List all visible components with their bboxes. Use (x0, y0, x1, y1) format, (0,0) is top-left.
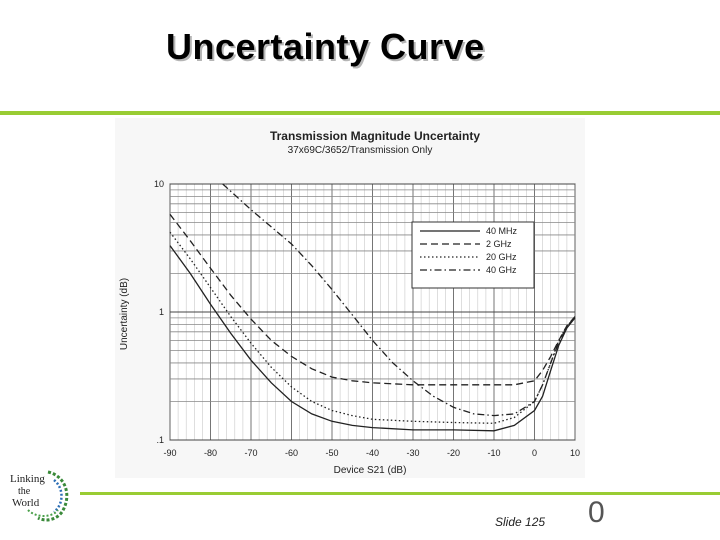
logo-globe-icon (27, 470, 69, 522)
legend-label: 2 GHz (486, 239, 512, 249)
x-tick-label: -90 (163, 448, 176, 458)
x-tick-label: -80 (204, 448, 217, 458)
chart-legend: 40 MHz 2 GHz 20 GHz 40 GHz (411, 221, 535, 289)
legend-box (411, 221, 535, 289)
logo-text-line-2: the (18, 486, 31, 497)
x-tick-label: -30 (406, 448, 419, 458)
chart-subtitle: 37x69C/3652/Transmission Only (288, 145, 433, 156)
uncertainty-chart: Transmission Magnitude Uncertainty 37x69… (115, 118, 585, 478)
x-tick-label: -40 (366, 448, 379, 458)
x-tick-label: -20 (447, 448, 460, 458)
series-layer (169, 183, 576, 432)
series-line-3 (169, 231, 576, 424)
slide-title-text: Uncertainty Curve (166, 26, 485, 67)
x-tick-label: -60 (285, 448, 298, 458)
x-tick-label: 0 (532, 448, 537, 458)
legend-label: 40 GHz (486, 265, 517, 275)
title-divider (0, 111, 720, 115)
y-tick-label: 10 (154, 179, 164, 189)
chart-svg: Transmission Magnitude Uncertainty 37x69… (119, 129, 580, 476)
series-line-4 (222, 183, 576, 417)
page-number: 0 (588, 496, 605, 529)
tick-layer: -90 -80 -70 -60 -50 -40 -30 -20 -10 0 10 .1 1 10 (154, 179, 580, 458)
linking-the-world-logo: Linking the World (8, 466, 74, 524)
x-tick-label: -70 (244, 448, 257, 458)
x-tick-label: -10 (487, 448, 500, 458)
x-tick-label: 10 (570, 448, 580, 458)
y-tick-label: .1 (156, 435, 164, 445)
legend-label: 20 GHz (486, 252, 517, 262)
series-line-1 (169, 245, 576, 432)
y-tick-label: 1 (159, 307, 164, 317)
logo-text-line-3: World (12, 497, 40, 509)
slide-footer: Slide 125 (495, 515, 546, 529)
logo-text-line-1: Linking (10, 473, 45, 485)
y-axis-label: Uncertainty (dB) (119, 278, 130, 350)
chart-title: Transmission Magnitude Uncertainty (270, 129, 480, 143)
footer-divider (80, 492, 720, 495)
x-tick-label: -50 (325, 448, 338, 458)
x-axis-label: Device S21 (dB) (334, 465, 407, 476)
series-line-2 (169, 213, 576, 386)
legend-label: 40 MHz (486, 226, 518, 236)
